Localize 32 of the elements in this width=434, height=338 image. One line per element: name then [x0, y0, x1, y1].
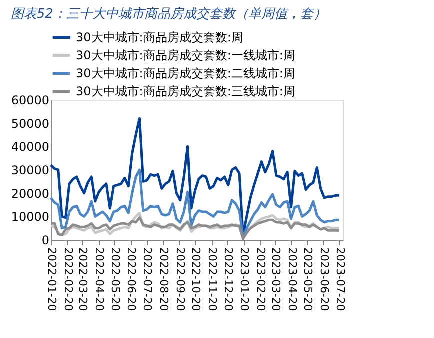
x-tick-label: 2022-04-20 [93, 248, 106, 312]
legend-label: 30大中城市:商品房成交套数:一线城市:周 [76, 48, 296, 62]
x-tick-label: 2022-03-20 [76, 248, 90, 312]
y-tick-label: 60000 [11, 94, 50, 108]
legend-label: 30大中城市:商品房成交套数:三线城市:周 [76, 84, 296, 98]
x-tick-label: 2022-02-20 [62, 248, 75, 312]
y-tick-label: 30000 [11, 164, 50, 178]
y-tick-label: 50000 [11, 116, 50, 131]
x-tick-label: 2022-12-20 [222, 248, 235, 312]
y-tick-label: 20000 [11, 186, 50, 201]
y-tick-label: 10000 [11, 210, 50, 224]
legend-label: 30大中城市:商品房成交套数:周 [76, 30, 244, 44]
x-tick-label: 2022-05-20 [108, 248, 122, 312]
x-tick-label: 2023-07-20 [334, 248, 347, 312]
x-tick-label: 2022-10-20 [190, 248, 203, 312]
x-tick-label: 2023-02-20 [254, 248, 268, 312]
x-tick-label: 2023-06-20 [318, 248, 331, 312]
y-tick-label: 40000 [11, 140, 50, 154]
x-tick-label: 2022-08-20 [157, 248, 170, 312]
x-tick-label: 2023-05-20 [302, 248, 315, 312]
line-series [50, 168, 341, 238]
x-tick-label: 2022-07-20 [141, 248, 154, 312]
x-tick-label: 2023-01-20 [238, 248, 252, 312]
x-tick-label: 2023-03-20 [269, 248, 282, 312]
legend-label: 30大中城市:商品房成交套数:二线城市:周 [76, 66, 296, 80]
x-tick-label: 2022-09-20 [174, 248, 187, 312]
chart-title: 图表52：三十大中城市商品房成交套数（单周值，套） [10, 6, 326, 22]
x-tick-label: 2022-06-20 [125, 248, 138, 312]
x-tick-label: 2022-01-20 [46, 248, 58, 312]
x-tick-label: 2022-11-20 [206, 248, 220, 312]
x-tick-label: 2023-04-20 [286, 248, 299, 312]
y-tick-label: 0 [42, 234, 50, 248]
